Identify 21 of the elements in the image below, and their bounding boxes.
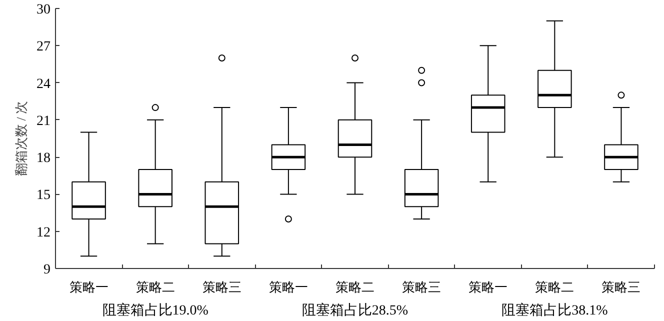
y-tick-label: 27	[36, 40, 50, 55]
text: 阻塞箱占比38.1%	[502, 302, 608, 318]
y-tick-label: 30	[36, 2, 50, 18]
y-tick-label: 21	[36, 114, 50, 129]
y-tick-label: 9	[44, 262, 50, 278]
y-tick-label: 24	[36, 76, 50, 92]
y-tick-label: 15	[36, 188, 50, 204]
text: 阻塞箱占比19.0%	[102, 302, 209, 318]
x-tick-label: 策略一	[468, 280, 508, 294]
x-tick-label: 策略三	[202, 280, 242, 294]
y-tick-label: 18	[36, 151, 50, 166]
text: 阻塞箱占比28.5%	[302, 302, 408, 318]
x-tick-label: 策略一	[69, 280, 108, 294]
y-axis-title: 翻箱次数 / 次	[14, 100, 28, 176]
x-tick-label: 策略三	[602, 280, 641, 294]
x-tick-label: 策略二	[336, 280, 374, 294]
x-tick-label: 策略二	[535, 280, 574, 294]
x-tick-label: 策略三	[402, 280, 442, 294]
x-tick-label: 策略一	[268, 280, 308, 294]
x-tick-label: 策略二	[136, 280, 175, 294]
y-tick-label: 12	[36, 225, 50, 240]
